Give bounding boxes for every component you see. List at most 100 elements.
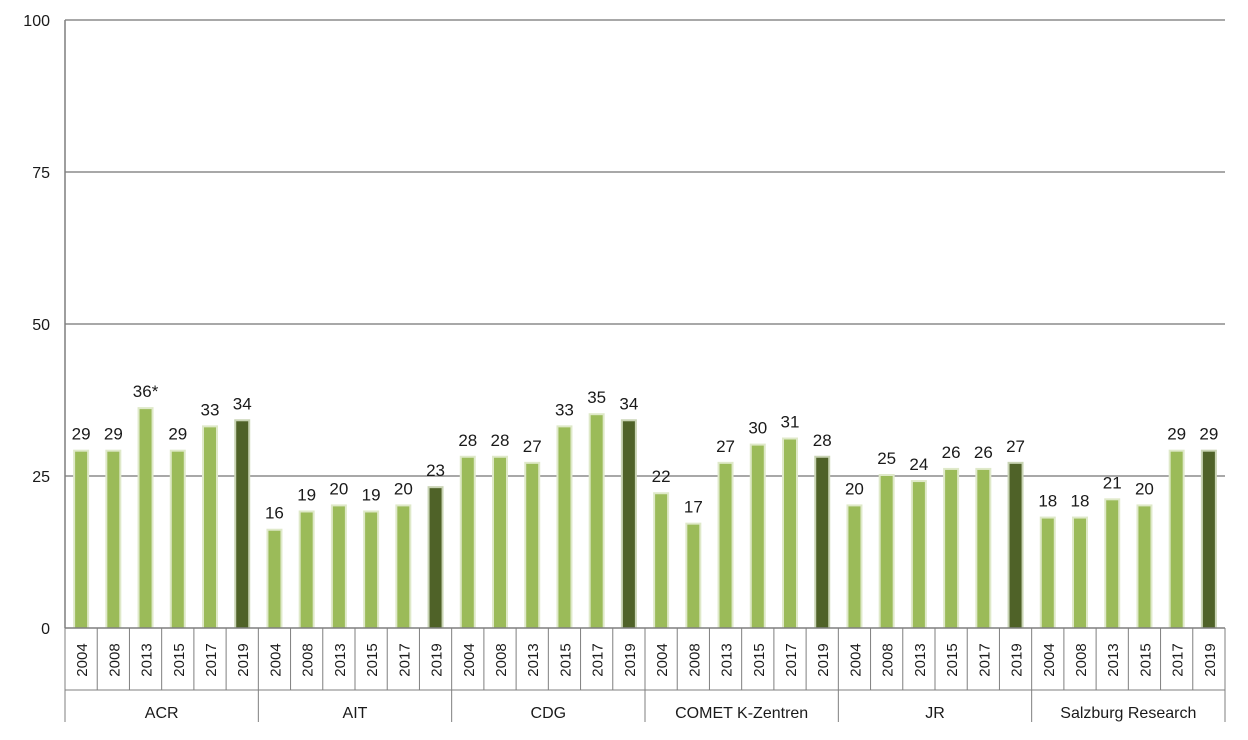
x-tick-label: 2017 — [203, 643, 220, 676]
bar — [429, 488, 442, 628]
x-tick-label: 2004 — [847, 643, 864, 676]
x-tick-label: 2017 — [396, 643, 413, 676]
data-label: 19 — [297, 485, 316, 504]
data-label: 27 — [716, 437, 735, 456]
x-tick-label: 2008 — [880, 643, 897, 676]
data-label: 34 — [619, 394, 638, 413]
data-label: 28 — [491, 431, 510, 450]
y-tick-label: 100 — [23, 13, 50, 30]
bar — [558, 427, 571, 628]
bar — [204, 427, 216, 628]
data-label: 17 — [684, 498, 703, 517]
data-label: 34 — [233, 394, 252, 413]
data-label: 31 — [781, 413, 800, 432]
data-label: 18 — [1038, 492, 1057, 511]
data-label: 24 — [909, 455, 928, 474]
bar — [75, 451, 88, 628]
x-tick-label: 2019 — [1009, 643, 1026, 676]
bar — [880, 476, 893, 628]
x-tick-label: 2008 — [300, 643, 317, 676]
bar — [332, 506, 345, 628]
y-tick-label: 25 — [32, 469, 50, 486]
data-label: 29 — [72, 425, 91, 444]
bar — [1041, 518, 1054, 628]
x-tick-label: 2013 — [1105, 643, 1122, 676]
bar — [139, 409, 152, 628]
data-label: 21 — [1103, 473, 1122, 492]
x-tick-label: 2013 — [332, 643, 349, 676]
data-label: 23 — [426, 461, 445, 480]
bar — [687, 524, 700, 628]
bar — [977, 469, 990, 628]
x-tick-label: 2017 — [1170, 643, 1187, 676]
x-tick-label: 2004 — [461, 643, 478, 676]
bar — [1170, 451, 1183, 628]
bar — [1009, 463, 1022, 628]
data-label: 20 — [394, 479, 413, 498]
bar — [526, 463, 539, 628]
data-label: 27 — [523, 437, 542, 456]
bar — [397, 506, 410, 628]
x-tick-label: 2015 — [944, 643, 961, 676]
bar — [461, 457, 474, 628]
x-tick-label: 2004 — [1041, 643, 1058, 676]
data-label: 27 — [1006, 437, 1025, 456]
group-label: COMET K-Zentren — [675, 705, 808, 722]
x-tick-label: 2015 — [557, 643, 574, 676]
data-label: 22 — [652, 467, 671, 486]
bars — [73, 407, 1217, 628]
bar — [622, 421, 635, 628]
data-label: 28 — [458, 431, 477, 450]
x-tick-label: 2008 — [686, 643, 703, 676]
bar — [945, 469, 958, 628]
x-tick-label: 2019 — [622, 643, 639, 676]
x-tick-label: 2013 — [719, 643, 736, 676]
x-tick-label: 2004 — [74, 643, 91, 676]
data-label: 26 — [974, 443, 993, 462]
x-tick-label: 2008 — [1073, 643, 1090, 676]
data-label: 29 — [1167, 425, 1186, 444]
bar — [590, 415, 603, 628]
x-tick-label: 2013 — [525, 643, 542, 676]
bar — [1202, 451, 1215, 628]
data-label: 18 — [1071, 492, 1090, 511]
data-label: 33 — [201, 400, 220, 419]
x-tick-label: 2019 — [429, 643, 446, 676]
x-tick-label: 2017 — [976, 643, 993, 676]
y-tick-label: 0 — [41, 621, 50, 638]
bar — [1138, 506, 1151, 628]
x-tick-label: 2019 — [1202, 643, 1219, 676]
data-label: 29 — [168, 425, 187, 444]
bar — [1074, 518, 1086, 628]
x-tick-label: 2008 — [106, 643, 123, 676]
bar — [268, 530, 281, 628]
bar — [1106, 500, 1119, 628]
data-label: 20 — [845, 479, 864, 498]
data-label: 29 — [104, 425, 123, 444]
data-label: 26 — [942, 443, 961, 462]
data-label: 19 — [362, 485, 381, 504]
data-label: 33 — [555, 400, 574, 419]
bar — [107, 451, 120, 628]
data-label: 25 — [877, 449, 896, 468]
x-tick-label: 2019 — [815, 643, 832, 676]
x-tick-label: 2017 — [783, 643, 800, 676]
group-label: AIT — [343, 705, 368, 722]
data-label: 20 — [1135, 479, 1154, 498]
bar — [848, 506, 861, 628]
bar — [236, 421, 249, 628]
data-label: 20 — [329, 479, 348, 498]
x-tick-label: 2015 — [171, 643, 188, 676]
data-label: 29 — [1199, 425, 1218, 444]
bar — [912, 482, 925, 628]
bar — [171, 451, 184, 628]
data-label: 28 — [813, 431, 832, 450]
x-tick-label: 2015 — [751, 643, 768, 676]
data-label: 16 — [265, 504, 284, 523]
gridlines — [65, 19, 1225, 477]
bar — [751, 445, 764, 628]
data-labels: 29 29 36* 29 33 34 16 19 20 19 20 23 28 28 27 33 35 34 22 1… — [72, 382, 1219, 523]
